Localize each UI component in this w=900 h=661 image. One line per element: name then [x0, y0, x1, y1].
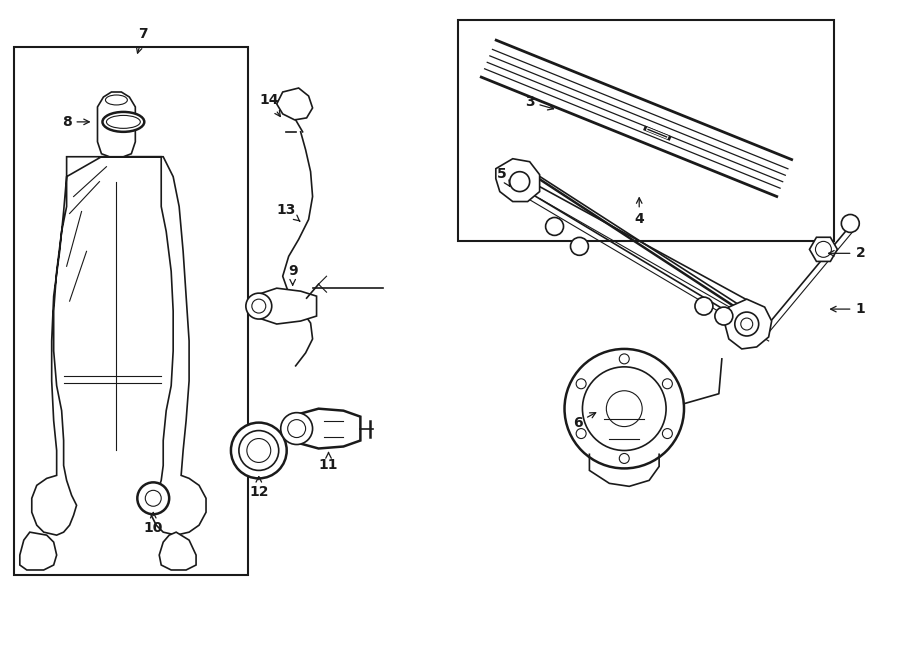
Text: 14: 14 — [259, 93, 280, 116]
Circle shape — [564, 349, 684, 469]
Text: 5: 5 — [497, 167, 509, 186]
Text: 10: 10 — [144, 512, 163, 535]
Circle shape — [145, 490, 161, 506]
Polygon shape — [97, 92, 135, 157]
Polygon shape — [20, 532, 57, 570]
Text: 13: 13 — [276, 202, 300, 221]
Text: 7: 7 — [137, 27, 148, 53]
Circle shape — [571, 237, 589, 255]
Circle shape — [695, 297, 713, 315]
Text: 9: 9 — [288, 264, 298, 285]
Text: 6: 6 — [572, 412, 596, 430]
Polygon shape — [724, 299, 771, 349]
Circle shape — [576, 428, 586, 438]
Text: 11: 11 — [319, 452, 338, 473]
Circle shape — [741, 318, 752, 330]
Polygon shape — [297, 408, 360, 449]
Text: 12: 12 — [249, 477, 268, 499]
Circle shape — [247, 438, 271, 463]
Bar — [458, 20, 834, 241]
Circle shape — [246, 293, 272, 319]
Polygon shape — [496, 159, 540, 202]
Polygon shape — [32, 157, 206, 535]
Circle shape — [576, 379, 586, 389]
Text: 8: 8 — [62, 115, 89, 129]
Circle shape — [842, 214, 859, 233]
Polygon shape — [159, 532, 196, 570]
Circle shape — [734, 312, 759, 336]
Circle shape — [662, 379, 672, 389]
Polygon shape — [809, 237, 837, 261]
Circle shape — [252, 299, 266, 313]
Circle shape — [662, 428, 672, 438]
Circle shape — [607, 391, 643, 426]
Circle shape — [281, 412, 312, 444]
Text: 2: 2 — [829, 247, 865, 260]
Circle shape — [138, 483, 169, 514]
Circle shape — [231, 422, 287, 479]
Circle shape — [619, 453, 629, 463]
Text: 3: 3 — [525, 95, 554, 110]
Circle shape — [715, 307, 733, 325]
Circle shape — [238, 430, 279, 471]
Circle shape — [288, 420, 306, 438]
Text: 1: 1 — [831, 302, 865, 316]
Circle shape — [619, 354, 629, 364]
Ellipse shape — [103, 112, 144, 132]
Polygon shape — [276, 88, 312, 120]
Ellipse shape — [105, 95, 128, 105]
Circle shape — [545, 217, 563, 235]
Circle shape — [509, 172, 530, 192]
Text: 4: 4 — [634, 198, 644, 227]
Polygon shape — [259, 288, 317, 324]
Ellipse shape — [106, 116, 140, 128]
Circle shape — [582, 367, 666, 451]
Circle shape — [815, 241, 832, 257]
Bar — [14, 47, 248, 575]
